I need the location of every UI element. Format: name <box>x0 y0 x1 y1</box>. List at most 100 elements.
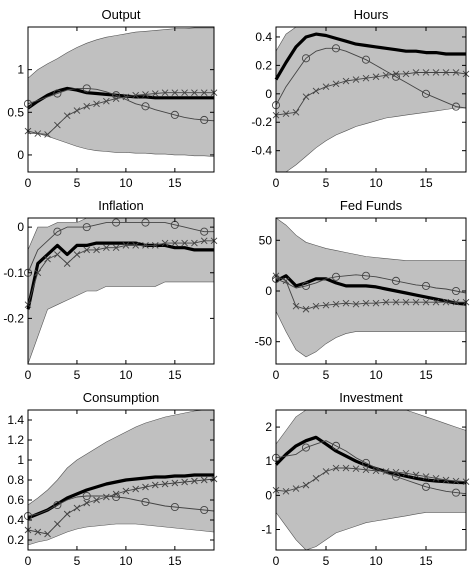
cross-marker <box>332 464 340 472</box>
cross-marker-stroke <box>73 251 81 258</box>
cross-marker <box>342 77 350 85</box>
cross-marker <box>342 299 350 307</box>
cross-marker <box>342 464 350 472</box>
cross-marker-stroke <box>93 246 100 254</box>
x-tick-label: 5 <box>323 176 330 190</box>
x-tick-label: 0 <box>25 176 32 190</box>
cross-marker <box>34 130 42 137</box>
cross-marker <box>132 242 140 249</box>
circle-marker <box>361 55 371 64</box>
cross-marker-stroke <box>322 83 330 91</box>
cross-marker-stroke <box>54 520 61 528</box>
cross-marker-stroke <box>181 478 188 486</box>
cross-marker-stroke <box>161 480 169 488</box>
cross-marker-stroke <box>412 69 420 76</box>
cross-marker-stroke <box>352 76 360 83</box>
x-tick-label: 0 <box>25 368 32 382</box>
cross-marker <box>54 251 61 258</box>
cross-marker-stroke <box>312 474 320 482</box>
circle-marker <box>53 89 62 98</box>
cross-marker <box>171 239 179 247</box>
cross-marker-stroke <box>382 298 390 306</box>
x-tick-label: 10 <box>119 368 133 382</box>
cross-marker-stroke <box>282 487 290 495</box>
cross-marker-stroke <box>122 242 130 249</box>
circle-marker-line <box>275 440 467 495</box>
x-tick-label: 15 <box>168 176 182 190</box>
cross-marker <box>112 95 120 102</box>
x-tick-label: 5 <box>74 176 81 190</box>
y-tick-label: 2 <box>265 420 272 434</box>
cross-marker-stroke <box>362 299 370 307</box>
cross-marker <box>322 301 330 309</box>
cross-marker-stroke <box>392 468 400 476</box>
panel-3: 0 5 10 15 -0.2 -0.1 0 Inflation <box>3 198 218 382</box>
cross-marker-stroke <box>200 89 208 96</box>
cross-marker <box>161 89 169 96</box>
circle-marker <box>331 272 341 281</box>
circle-marker-line <box>27 495 215 517</box>
circle-marker <box>141 102 150 111</box>
cross-marker-stroke <box>102 244 110 251</box>
cross-marker <box>151 90 159 97</box>
cross-marker <box>352 300 360 308</box>
y-tick-label: 0.6 <box>7 493 24 507</box>
x-tick-label: 10 <box>369 176 383 190</box>
panel-title: Hours <box>354 7 389 22</box>
cross-marker-stroke <box>312 87 320 95</box>
cross-marker-stroke <box>93 100 100 108</box>
cross-marker <box>73 504 81 512</box>
cross-marker-stroke <box>402 298 410 306</box>
circle-marker <box>82 491 91 501</box>
cross-marker <box>432 474 440 482</box>
cross-marker-stroke <box>63 112 71 120</box>
cross-marker-stroke <box>372 299 380 307</box>
cross-marker <box>302 93 310 100</box>
cross-marker-stroke <box>151 90 159 97</box>
circle-marker-line <box>275 274 467 294</box>
y-tick-label: 1 <box>265 454 272 468</box>
y-tick-label: -0.2 <box>251 115 272 129</box>
cross-marker <box>73 107 81 114</box>
cross-marker-stroke <box>322 301 330 309</box>
y-tick-label: 1.2 <box>7 433 24 447</box>
panel-title: Investment <box>339 390 403 405</box>
cross-marker-stroke <box>171 479 179 487</box>
cross-marker <box>181 239 188 247</box>
circle-marker <box>170 502 179 512</box>
x-tick-label: 5 <box>74 554 81 568</box>
y-tick-label: 0 <box>265 488 272 502</box>
cross-marker-stroke <box>191 89 198 96</box>
axes-frame <box>275 26 467 173</box>
circle-marker <box>451 102 461 111</box>
cross-marker <box>302 481 310 489</box>
y-tick-label: -0.1 <box>3 266 24 280</box>
x-tick-label: 15 <box>419 176 433 190</box>
cross-marker <box>312 87 320 95</box>
y-tick-label: 1 <box>17 453 24 467</box>
cross-marker <box>63 112 71 120</box>
median-response-line <box>274 32 466 81</box>
x-tick-label: 5 <box>323 368 330 382</box>
y-tick-label: -0.2 <box>3 311 24 325</box>
cross-marker <box>432 69 440 76</box>
cross-marker-stroke <box>302 481 310 489</box>
cross-marker-stroke <box>292 485 300 492</box>
cross-marker-stroke <box>382 468 390 475</box>
cross-marker <box>181 89 188 96</box>
median-response-line <box>27 473 214 520</box>
cross-marker <box>332 80 340 88</box>
cross-marker-stroke <box>200 476 208 484</box>
cross-marker-stroke <box>73 107 81 114</box>
y-tick-label: 0 <box>17 148 24 162</box>
cross-marker <box>372 299 380 307</box>
cross-marker <box>372 73 380 81</box>
circle-marker <box>301 281 311 290</box>
y-tick-label: 0.2 <box>7 533 24 547</box>
cross-marker <box>44 530 51 538</box>
panel-title: Output <box>101 7 140 22</box>
cross-marker <box>392 298 400 306</box>
circle-marker <box>391 72 401 81</box>
circle-marker <box>391 472 401 481</box>
